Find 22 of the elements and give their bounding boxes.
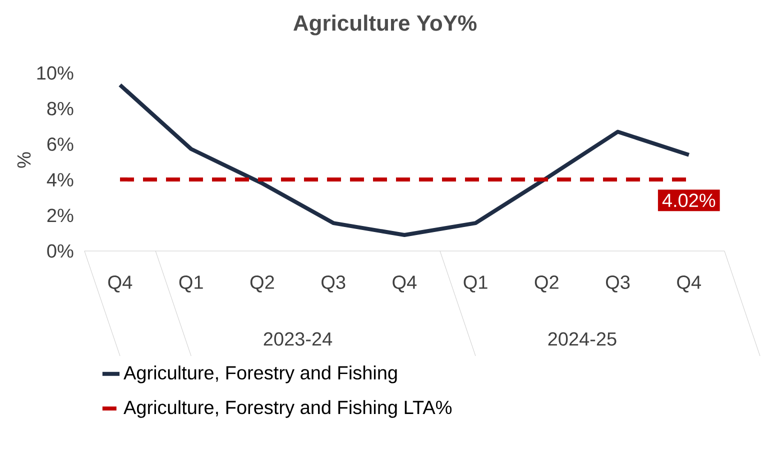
y-tick-label: 6% (47, 137, 74, 151)
y-tick-label: 4% (46, 173, 74, 186)
y-tick-label: 2% (47, 208, 74, 222)
x-tick-label: Q3 (322, 276, 346, 292)
x-tick-label: Q2 (534, 276, 558, 292)
x-tick-label: Q4 (677, 276, 702, 292)
y-tick-label: 0% (47, 244, 74, 258)
y-axis-title: % (17, 152, 31, 168)
y-tick-label: 8% (47, 102, 74, 116)
x-tick-label: Q3 (606, 276, 630, 292)
text: 2023-24 (264, 332, 332, 346)
legend-label: Agriculture, Forestry and Fishing LTA% (124, 400, 452, 418)
data-label: 4.02% (662, 194, 716, 208)
x-tick-label: Q2 (250, 276, 274, 292)
x-tick-label: Q1 (464, 276, 488, 292)
chart-title: Agriculture YoY% (293, 14, 477, 36)
x-tick-label: Q4 (392, 276, 417, 292)
text: 2024-25 (548, 332, 616, 346)
legend-label: Agriculture, Forestry and Fishing (124, 366, 397, 384)
x-tick-label: Q1 (179, 276, 203, 292)
y-tick-label: 10% (37, 66, 74, 80)
x-tick-label: Q4 (108, 276, 132, 292)
